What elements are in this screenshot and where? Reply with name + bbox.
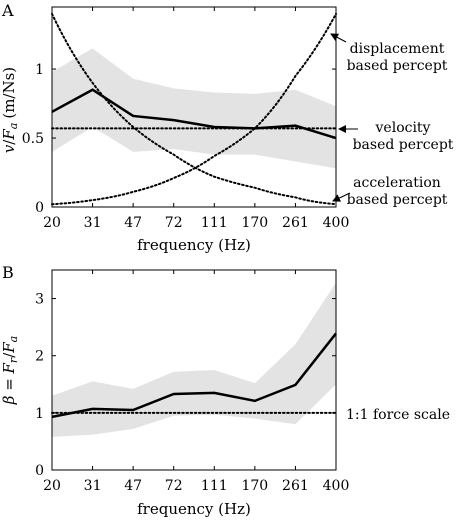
panel-a-chart: A 20 31 47 72 111 170 261 400 0 0.5 1 frequency (H… bbox=[0, 1, 454, 254]
panel-b-ticks: 20 31 47 72 111 170 261 400 0 1 2 3 bbox=[35, 270, 349, 494]
panel-a-x-tick-label: 20 bbox=[43, 215, 61, 231]
annotation-displacement: displacement based percept bbox=[330, 33, 448, 74]
panel-b-x-tick-label: 170 bbox=[241, 478, 268, 494]
annotation-velocity-line2: based percept bbox=[353, 137, 454, 153]
annotation-force-scale: 1:1 force scale bbox=[346, 407, 450, 423]
panel-b-x-axis-label: frequency (Hz) bbox=[137, 500, 251, 518]
panel-b-axes-frame bbox=[51, 269, 337, 471]
annotation-displacement-line2: based percept bbox=[347, 58, 448, 74]
panel-a-x-tick-label: 261 bbox=[282, 215, 309, 231]
panel-b-x-tick-label: 111 bbox=[201, 478, 228, 494]
panel-a-axes-frame bbox=[51, 6, 337, 208]
panel-b-x-tick-label: 261 bbox=[282, 478, 309, 494]
panel-a-reference-line-2 bbox=[51, 12, 337, 206]
panel-b-x-tick-label: 47 bbox=[124, 478, 142, 494]
panel-a-y-tick-label: 0.5 bbox=[22, 131, 44, 147]
panel-a-x-axis-label: frequency (Hz) bbox=[137, 236, 251, 254]
panel-a-x-tick-label: 400 bbox=[323, 215, 350, 231]
panel-b-label: B bbox=[2, 263, 14, 282]
panel-b-y-tick-label: 1 bbox=[35, 406, 44, 422]
panel-a-x-tick-label: 47 bbox=[124, 215, 142, 231]
annotation-velocity-line1: velocity bbox=[375, 120, 431, 136]
panel-a-y-tick-label: 1 bbox=[35, 62, 44, 78]
panel-b-x-tick-label: 20 bbox=[43, 478, 61, 494]
annotation-acceleration-line1: acceleration bbox=[353, 175, 441, 191]
panel-a-reference-lines bbox=[51, 12, 337, 206]
panel-a-y-axis-label: v/Fa(m/Ns) bbox=[0, 67, 20, 153]
panel-a-ticks: 20 31 47 72 111 170 261 400 0 0.5 1 bbox=[22, 7, 350, 231]
panel-a-reference-line-0 bbox=[51, 12, 337, 206]
panel-b-x-tick-label: 400 bbox=[323, 478, 350, 494]
panel-a-mean-line bbox=[51, 88, 337, 140]
annotation-displacement-line1: displacement bbox=[350, 41, 445, 57]
panel-a-x-tick-label: 72 bbox=[165, 215, 183, 231]
panel-b-y-tick-label: 2 bbox=[35, 349, 44, 365]
panel-b-y-tick-label: 0 bbox=[35, 463, 44, 479]
panel-b-y-tick-label: 3 bbox=[35, 292, 44, 308]
panel-a-label: A bbox=[1, 1, 14, 20]
panel-a-x-tick-label: 31 bbox=[84, 215, 102, 231]
panel-a-x-tick-label: 170 bbox=[241, 215, 268, 231]
panel-b-mean-line bbox=[51, 332, 337, 419]
annotation-acceleration-line2: based percept bbox=[347, 192, 448, 208]
panel-b-variability-band bbox=[52, 282, 336, 437]
panel-b-x-tick-label: 31 bbox=[84, 478, 102, 494]
annotation-velocity: velocity based percept bbox=[338, 120, 454, 153]
panel-b-chart: B 20 31 47 72 111 170 261 400 0 1 2 3 frequency (Hz… bbox=[0, 263, 450, 518]
panel-b-x-tick-label: 72 bbox=[165, 478, 183, 494]
annotation-acceleration: acceleration based percept bbox=[332, 175, 448, 208]
panel-b-y-axis-label: β = Fr/Fa bbox=[0, 336, 20, 406]
panel-a-x-tick-label: 111 bbox=[201, 215, 228, 231]
panel-a-variability-band bbox=[52, 48, 336, 169]
panel-a-y-tick-label: 0 bbox=[35, 200, 44, 216]
